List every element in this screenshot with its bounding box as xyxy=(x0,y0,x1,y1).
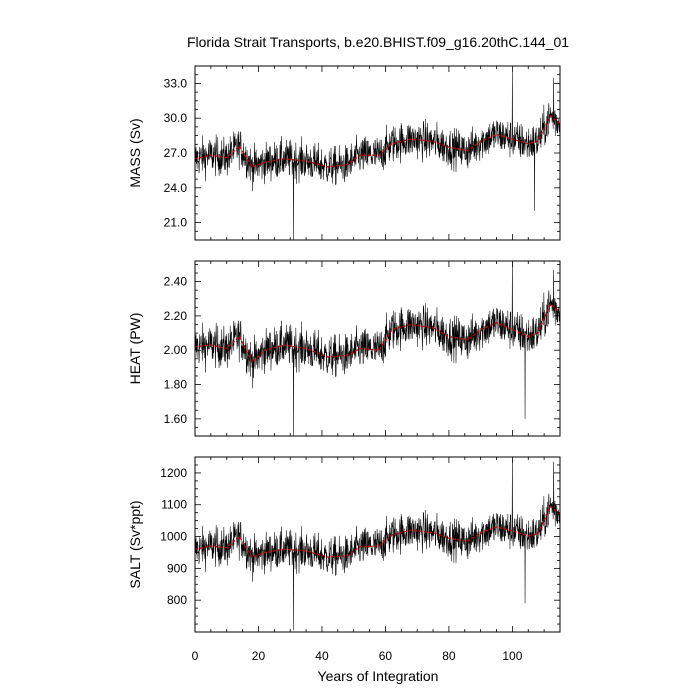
y-tick-label: 2.40 xyxy=(164,275,188,289)
heat-y-axis-label: HEAT (PW) xyxy=(127,313,143,385)
y-tick-label: 2.00 xyxy=(164,343,188,357)
y-tick-label: 1.60 xyxy=(164,412,188,426)
salt-tick-marks xyxy=(194,456,561,633)
y-tick-label: 800 xyxy=(167,593,187,607)
y-tick-label: 1.80 xyxy=(164,378,188,392)
mass-plot-frame xyxy=(194,65,561,241)
salt-panel: 800 900 1000 1100 1200 SALT (Sv*ppt) xyxy=(127,456,561,633)
smoothed-series-line xyxy=(194,302,561,364)
mass-tick-marks xyxy=(194,65,561,241)
salt-plot-frame xyxy=(194,456,561,633)
mass-panel: 21.0 24.0 27.0 30.0 33.0 MASS (Sv) xyxy=(127,65,561,241)
x-tick-label: 0 xyxy=(192,649,199,663)
x-tick-label: 80 xyxy=(442,649,456,663)
heat-raw-series xyxy=(194,260,561,437)
heat-plot-frame xyxy=(194,260,561,437)
x-axis-label: Years of Integration xyxy=(318,668,439,684)
mass-y-axis-label: MASS (Sv) xyxy=(127,118,143,187)
salt-smoothed-series xyxy=(194,505,561,559)
y-tick-label: 900 xyxy=(167,561,187,575)
chart-title: Florida Strait Transports, b.e20.BHIST.f… xyxy=(187,34,569,50)
smoothed-series-line xyxy=(194,114,561,168)
x-tick-label: 40 xyxy=(315,649,329,663)
y-tick-label: 1000 xyxy=(160,530,187,544)
y-tick-label: 2.20 xyxy=(164,309,188,323)
salt-raw-series xyxy=(194,458,561,631)
heat-smoothed-series xyxy=(194,302,561,364)
smoothed-series-line xyxy=(194,505,561,559)
raw-series-line xyxy=(194,71,561,241)
y-tick-label: 24.0 xyxy=(164,181,188,195)
salt-y-axis-label: SALT (Sv*ppt) xyxy=(127,500,143,588)
salt-y-tick-labels: 800 900 1000 1100 1200 xyxy=(160,466,187,607)
x-tick-label: 100 xyxy=(502,649,522,663)
mass-smoothed-series xyxy=(194,114,561,168)
mass-raw-series xyxy=(194,71,561,241)
heat-y-tick-labels: 1.60 1.80 2.00 2.20 2.40 xyxy=(164,275,188,426)
y-tick-label: 33.0 xyxy=(164,76,188,90)
heat-panel: 1.60 1.80 2.00 2.20 2.40 HEAT (PW) xyxy=(127,260,561,437)
x-tick-label: 60 xyxy=(379,649,393,663)
mass-y-tick-labels: 21.0 24.0 27.0 30.0 33.0 xyxy=(164,76,188,229)
heat-tick-marks xyxy=(194,261,561,436)
y-tick-label: 27.0 xyxy=(164,146,188,160)
raw-series-line xyxy=(194,260,561,437)
y-tick-label: 1200 xyxy=(160,466,187,480)
y-tick-label: 30.0 xyxy=(164,111,188,125)
y-tick-label: 1100 xyxy=(161,498,187,512)
y-tick-label: 21.0 xyxy=(164,216,188,230)
x-tick-label: 20 xyxy=(252,649,266,663)
raw-series-line xyxy=(194,458,561,631)
x-axis-tick-labels: 0 20 40 60 80 100 xyxy=(192,649,523,663)
